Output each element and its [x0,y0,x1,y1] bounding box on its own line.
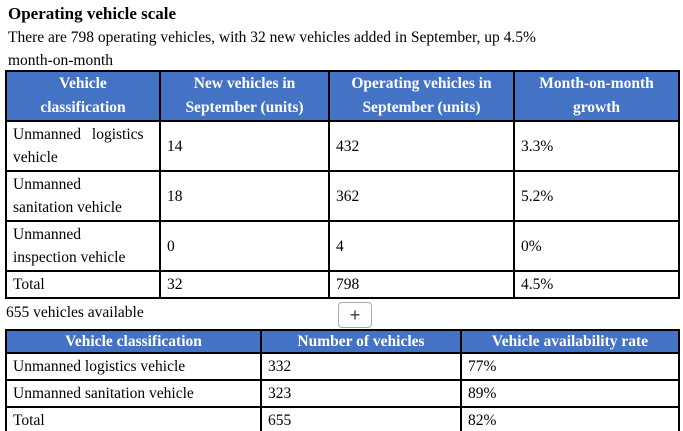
column-header-number-of-vehicles: Number of vehicles [260,329,462,354]
table-cell: Total [5,270,161,299]
column-header-vehicle-classification: Vehicle classification [5,70,161,122]
table-cell: 77% [460,352,680,381]
table-header-row: Vehicle classification New vehicles in S… [5,70,680,122]
table-cell: 655 [260,406,462,431]
table-row-logistics: Unmanned logistics vehicle 14 432 3.3% [5,120,680,172]
table-row-sanitation: Unmanned sanitation vehicle 323 89% [5,379,680,408]
table-cell: 4 [328,220,515,272]
column-header-operating-vehicles: Operating vehicles in September (units) [328,70,515,122]
table-cell: 798 [328,270,515,299]
table-cell: 3.3% [513,120,680,172]
table-row-sanitation: Unmanned sanitation vehicle 18 362 5.2% [5,170,680,222]
table-cell: 332 [260,352,462,381]
table-row-total: Total 655 82% [5,406,680,431]
table-cell: Unmanned sanitation vehicle [5,170,161,222]
table-cell: 32 [159,270,330,299]
table-cell: Unmanned logistics vehicle [5,120,161,172]
table-cell: 82% [460,406,680,431]
table-cell: Unmanned sanitation vehicle [5,379,262,408]
availability-table: Vehicle classification Number of vehicle… [5,329,680,431]
column-header-availability-rate: Vehicle availability rate [460,329,680,354]
table-cell: 4.5% [513,270,680,299]
intro-paragraph: There are 798 operating vehicles, with 3… [8,29,536,69]
table-cell: 432 [328,120,515,172]
operating-vehicles-table: Vehicle classification New vehicles in S… [5,70,680,299]
table-cell: 323 [260,379,462,408]
table-cell: 0% [513,220,680,272]
add-button[interactable]: + [338,302,372,328]
table-row-logistics: Unmanned logistics vehicle 332 77% [5,352,680,381]
table-cell: 14 [159,120,330,172]
column-header-growth: Month-on-month growth [513,70,680,122]
column-header-vehicle-classification: Vehicle classification [5,329,262,354]
column-header-new-vehicles: New vehicles in September (units) [159,70,330,122]
table-cell: Unmanned logistics vehicle [5,352,262,381]
table-cell: Total [5,406,262,431]
availability-note: 655 vehicles available [6,304,144,321]
table-row-inspection: Unmanned inspection vehicle 0 4 0% [5,220,680,272]
table-row-total: Total 32 798 4.5% [5,270,680,299]
table-cell: 18 [159,170,330,222]
document-title: Operating vehicle scale [8,4,177,23]
table-header-row: Vehicle classification Number of vehicle… [5,329,680,354]
table-cell: 89% [460,379,680,408]
table-cell: Unmanned inspection vehicle [5,220,161,272]
table-cell: 5.2% [513,170,680,222]
table-cell: 362 [328,170,515,222]
table-cell: 0 [159,220,330,272]
